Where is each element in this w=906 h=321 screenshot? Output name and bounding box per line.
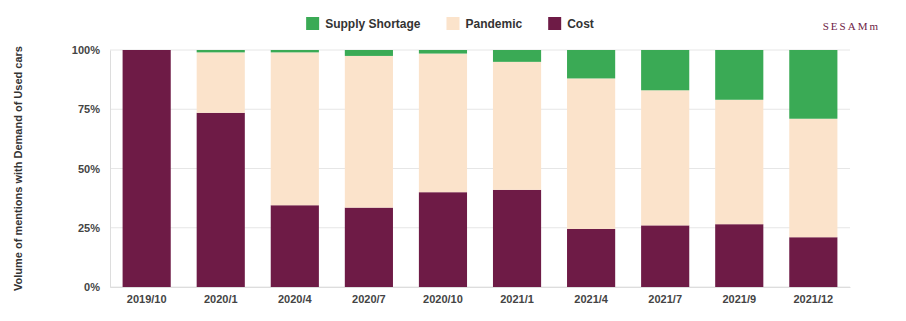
grid bbox=[110, 50, 850, 287]
bar-segment bbox=[419, 50, 467, 54]
bar-segment bbox=[123, 50, 171, 287]
chart: 0% 25% 50% 75% 100% 2019/10 2020/1 2020/4 2020/7… bbox=[0, 0, 906, 321]
bar-segment bbox=[567, 50, 615, 78]
x-tick-label: 2021/1 bbox=[500, 293, 534, 305]
y-axis-line bbox=[110, 51, 111, 288]
bar-segment bbox=[419, 54, 467, 193]
bar-segment bbox=[715, 100, 763, 224]
bar-segment bbox=[715, 50, 763, 100]
legend-label: Pandemic bbox=[465, 17, 522, 31]
y-tick-label: 100% bbox=[72, 44, 100, 56]
y-tick-label: 0% bbox=[84, 281, 100, 293]
bar-segment bbox=[493, 190, 541, 287]
y-tick: 50% bbox=[78, 163, 110, 175]
y-tick: 75% bbox=[78, 103, 110, 115]
bars bbox=[123, 50, 838, 287]
x-tick-label: 2020/7 bbox=[352, 293, 386, 305]
bar-segment bbox=[123, 50, 171, 51]
bar-segment bbox=[271, 205, 319, 287]
x-tick: 2021/1 bbox=[500, 287, 534, 305]
bar-segment bbox=[567, 78, 615, 228]
bar-segment bbox=[789, 50, 837, 119]
bar-segment bbox=[271, 50, 319, 52]
bar-segment bbox=[715, 224, 763, 287]
bar-segment bbox=[197, 50, 245, 52]
x-axis: 2019/10 2020/1 2020/4 2020/7 2020/10 2021/1 20… bbox=[111, 287, 851, 305]
x-tick-label: 2021/7 bbox=[648, 293, 682, 305]
bar-segment bbox=[641, 225, 689, 287]
bar-segment bbox=[641, 90, 689, 225]
bar-segment bbox=[567, 229, 615, 287]
y-tick: 0% bbox=[84, 281, 110, 293]
legend-label: Supply Shortage bbox=[325, 17, 421, 31]
x-axis-line bbox=[111, 287, 851, 288]
x-tick-label: 2020/1 bbox=[204, 293, 238, 305]
legend-swatch bbox=[306, 17, 319, 30]
x-tick-label: 2020/10 bbox=[423, 293, 463, 305]
bar-segment bbox=[789, 119, 837, 238]
legend: Supply Shortage Pandemic Cost bbox=[306, 17, 594, 31]
bar-segment bbox=[493, 62, 541, 190]
legend-item: Cost bbox=[548, 17, 594, 31]
x-tick: 2020/1 bbox=[204, 287, 238, 305]
x-tick-label: 2021/12 bbox=[793, 293, 833, 305]
legend-label: Cost bbox=[567, 17, 594, 31]
y-axis: 0% 25% 50% 75% 100% bbox=[72, 44, 111, 293]
bar-segment bbox=[493, 50, 541, 62]
x-tick: 2021/4 bbox=[574, 287, 609, 305]
y-tick-label: 50% bbox=[78, 163, 100, 175]
x-tick: 2020/7 bbox=[352, 287, 386, 305]
bar-segment bbox=[123, 50, 171, 51]
bar-segment bbox=[197, 52, 245, 112]
bar-segment bbox=[345, 208, 393, 287]
x-tick: 2021/12 bbox=[793, 287, 833, 305]
legend-item: Pandemic bbox=[446, 17, 522, 31]
bar-segment bbox=[641, 50, 689, 90]
x-tick-label: 2021/4 bbox=[574, 293, 609, 305]
y-tick-label: 25% bbox=[78, 222, 100, 234]
y-tick: 100% bbox=[72, 44, 110, 56]
logo-text: SESAMm bbox=[823, 20, 880, 32]
x-tick-label: 2021/9 bbox=[722, 293, 756, 305]
bar-segment bbox=[345, 56, 393, 208]
bar-segment bbox=[271, 52, 319, 205]
y-tick-label: 75% bbox=[78, 103, 100, 115]
bar-segment bbox=[197, 113, 245, 287]
bar-segment bbox=[789, 237, 837, 287]
x-tick: 2021/9 bbox=[722, 287, 756, 305]
legend-item: Supply Shortage bbox=[306, 17, 421, 31]
x-tick: 2020/10 bbox=[423, 287, 463, 305]
legend-swatch bbox=[548, 17, 561, 30]
legend-swatch bbox=[446, 17, 459, 30]
y-axis-title: Volume of mentions with Demand of Used c… bbox=[12, 46, 24, 291]
bar-segment bbox=[345, 50, 393, 56]
x-tick: 2019/10 bbox=[127, 287, 167, 305]
x-tick-label: 2020/4 bbox=[278, 293, 313, 305]
x-tick: 2020/4 bbox=[278, 287, 313, 305]
y-tick: 25% bbox=[78, 222, 110, 234]
bar-segment bbox=[419, 192, 467, 287]
x-tick-label: 2019/10 bbox=[127, 293, 167, 305]
x-tick: 2021/7 bbox=[648, 287, 682, 305]
